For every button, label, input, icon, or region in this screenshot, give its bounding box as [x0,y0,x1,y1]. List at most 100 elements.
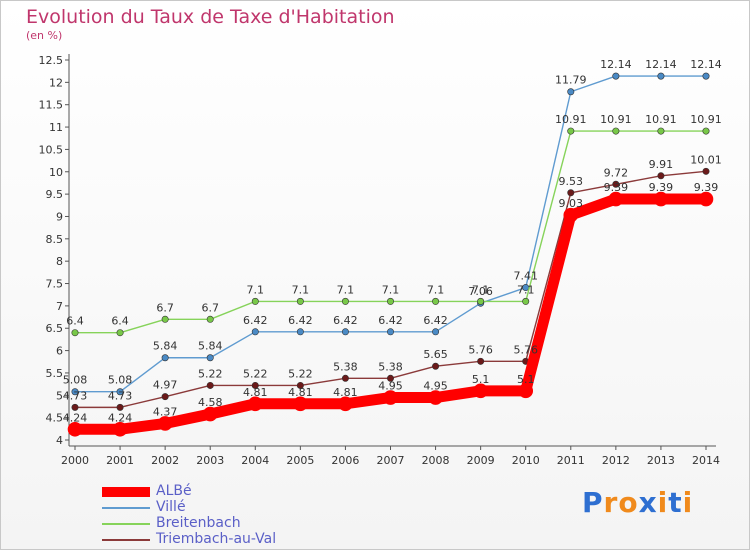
data-label: 5.38 [333,360,358,373]
data-point [432,362,440,370]
x-tick-label: 2013 [647,454,675,467]
chart-subtitle: (en %) [26,29,63,42]
y-tick-label: 9 [56,210,63,223]
data-label: 5.84 [153,340,178,353]
x-tick-label: 2014 [692,454,720,467]
logo-letter: o [618,486,639,519]
legend-label-albe: ALBé [156,483,192,499]
data-point [477,297,485,305]
data-label: 5.08 [108,374,133,387]
data-label: 4.24 [108,411,133,424]
data-point [428,390,443,405]
data-point [612,180,620,188]
logo-letter: P [582,486,604,519]
data-point [67,421,83,437]
data-point [116,388,124,396]
data-label: 7.1 [292,283,310,296]
data-point [293,396,308,412]
y-tick-label: 4.5 [46,412,64,425]
data-point [698,191,714,207]
y-tick-label: 6.5 [46,322,64,335]
y-tick-label: 11 [49,121,63,134]
data-point [612,127,620,135]
proxiti-logo: Proxiti [582,486,693,519]
y-tick-label: 6 [56,345,63,358]
logo-letter: t [668,486,683,519]
data-point [296,297,304,305]
logo-letter: x [638,486,658,519]
data-label: 6.7 [156,301,174,314]
y-tick-label: 9.5 [46,188,64,201]
y-tick-label: 12.5 [39,54,64,67]
data-point [251,381,259,389]
data-label: 5.08 [63,374,88,387]
legend-label-breitenbach: Breitenbach [156,515,241,531]
data-point [338,396,353,412]
data-point [296,328,304,336]
data-label: 9.72 [604,166,629,179]
data-label: 4.73 [63,389,88,402]
data-point [702,72,710,80]
data-label: 7.1 [337,283,355,296]
data-label: 6.42 [333,314,358,327]
data-point [157,416,173,431]
data-point [161,393,169,401]
data-point [567,88,575,96]
data-point [518,383,534,399]
data-point [477,357,485,365]
data-label: 5.22 [198,367,223,380]
x-tick-label: 2000 [61,454,89,467]
data-point [563,207,579,223]
data-point [341,328,349,336]
data-label: 5.65 [423,348,448,361]
x-tick-label: 2006 [331,454,359,467]
data-label: 12.14 [690,58,722,71]
data-label: 4.81 [288,386,313,399]
data-label: 12.14 [645,58,677,71]
data-point [341,297,349,305]
x-tick-label: 2008 [422,454,450,467]
data-label: 10.91 [555,113,587,126]
data-label: 12.14 [600,58,632,71]
x-tick-label: 2003 [196,454,224,467]
data-label: 9.39 [649,181,674,194]
data-point [112,421,128,437]
data-point [161,315,169,323]
data-label: 5.76 [513,343,538,356]
x-tick-label: 2009 [467,454,495,467]
x-tick-label: 2007 [377,454,405,467]
data-point [567,189,575,197]
data-label: 7.1 [517,283,535,296]
data-point [386,297,394,305]
y-tick-label: 10.5 [39,143,64,156]
data-point [432,328,440,336]
data-point [341,374,349,382]
data-label: 4.37 [153,405,178,418]
data-point [116,329,124,337]
y-tick-label: 11.5 [39,99,64,112]
data-label: 7.1 [247,283,265,296]
x-tick-label: 2011 [557,454,585,467]
data-label: 5.1 [472,373,490,386]
data-label: 6.42 [378,314,403,327]
data-label: 4.73 [108,389,133,402]
x-tick-label: 2001 [106,454,134,467]
data-label: 7.1 [427,283,445,296]
y-tick-label: 7.5 [46,278,64,291]
y-tick-label: 7 [56,300,63,313]
data-point [657,72,665,80]
y-tick-label: 4 [56,434,63,447]
x-tick-label: 2010 [512,454,540,467]
data-label: 10.91 [690,113,722,126]
x-tick-label: 2004 [241,454,269,467]
data-label: 6.7 [201,301,219,314]
data-label: 5.22 [288,367,313,380]
data-point [206,315,214,323]
data-label: 4.81 [333,386,358,399]
data-point [432,297,440,305]
data-point [473,383,488,399]
data-point [612,72,620,80]
data-label: 6.42 [243,314,268,327]
x-tick-label: 2012 [602,454,630,467]
